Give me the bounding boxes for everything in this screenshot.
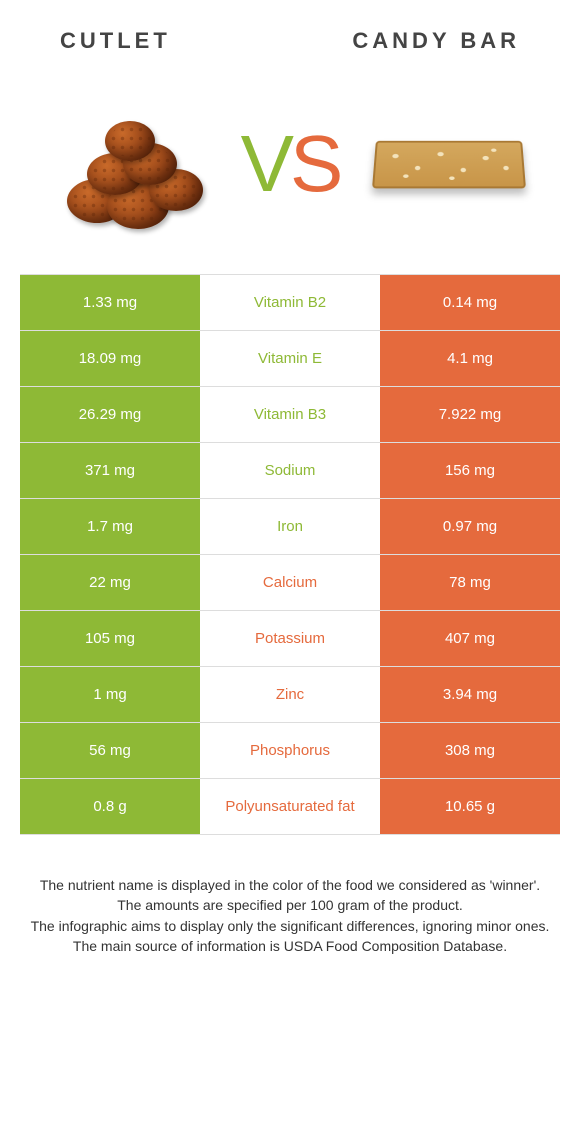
left-food-image <box>51 94 211 234</box>
left-value-cell: 105 mg <box>20 611 200 666</box>
candy-bar-icon <box>372 141 526 189</box>
left-value-cell: 26.29 mg <box>20 387 200 442</box>
cutlet-icon <box>61 99 201 229</box>
footer-line: The main source of information is USDA F… <box>30 936 550 956</box>
left-value-cell: 22 mg <box>20 555 200 610</box>
table-row: 1 mgZinc3.94 mg <box>20 667 560 723</box>
nutrient-label-cell: Iron <box>200 499 380 554</box>
footer-line: The nutrient name is displayed in the co… <box>30 875 550 895</box>
left-value-cell: 1 mg <box>20 667 200 722</box>
table-row: 371 mgSodium156 mg <box>20 443 560 499</box>
vs-row: VS <box>0 74 580 274</box>
footer-notes: The nutrient name is displayed in the co… <box>0 835 580 956</box>
table-row: 22 mgCalcium78 mg <box>20 555 560 611</box>
left-value-cell: 1.7 mg <box>20 499 200 554</box>
right-food-title: Candy bar <box>352 28 520 54</box>
nutrient-label-cell: Zinc <box>200 667 380 722</box>
vs-label: VS <box>241 118 340 210</box>
vs-v-letter: V <box>241 118 290 210</box>
left-value-cell: 18.09 mg <box>20 331 200 386</box>
right-value-cell: 4.1 mg <box>380 331 560 386</box>
table-row: 0.8 gPolyunsaturated fat10.65 g <box>20 779 560 835</box>
right-value-cell: 10.65 g <box>380 779 560 834</box>
comparison-table: 1.33 mgVitamin B20.14 mg18.09 mgVitamin … <box>20 274 560 835</box>
nutrient-label-cell: Phosphorus <box>200 723 380 778</box>
right-value-cell: 308 mg <box>380 723 560 778</box>
right-value-cell: 0.14 mg <box>380 275 560 330</box>
table-row: 56 mgPhosphorus308 mg <box>20 723 560 779</box>
nutrient-label-cell: Sodium <box>200 443 380 498</box>
right-value-cell: 407 mg <box>380 611 560 666</box>
table-row: 105 mgPotassium407 mg <box>20 611 560 667</box>
nutrient-label-cell: Vitamin B2 <box>200 275 380 330</box>
right-value-cell: 156 mg <box>380 443 560 498</box>
right-food-image <box>369 94 529 234</box>
footer-line: The infographic aims to display only the… <box>30 916 550 936</box>
right-value-cell: 3.94 mg <box>380 667 560 722</box>
header-row: Cutlet Candy bar <box>0 0 580 74</box>
left-value-cell: 1.33 mg <box>20 275 200 330</box>
table-row: 1.7 mgIron0.97 mg <box>20 499 560 555</box>
left-food-title: Cutlet <box>60 28 171 54</box>
left-value-cell: 0.8 g <box>20 779 200 834</box>
nutrient-label-cell: Vitamin B3 <box>200 387 380 442</box>
nutrient-label-cell: Vitamin E <box>200 331 380 386</box>
vs-s-letter: S <box>290 118 339 210</box>
left-value-cell: 371 mg <box>20 443 200 498</box>
footer-line: The amounts are specified per 100 gram o… <box>30 895 550 915</box>
table-row: 1.33 mgVitamin B20.14 mg <box>20 275 560 331</box>
table-row: 26.29 mgVitamin B37.922 mg <box>20 387 560 443</box>
table-row: 18.09 mgVitamin E4.1 mg <box>20 331 560 387</box>
right-value-cell: 78 mg <box>380 555 560 610</box>
nutrient-label-cell: Polyunsaturated fat <box>200 779 380 834</box>
right-value-cell: 7.922 mg <box>380 387 560 442</box>
right-value-cell: 0.97 mg <box>380 499 560 554</box>
left-value-cell: 56 mg <box>20 723 200 778</box>
nutrient-label-cell: Potassium <box>200 611 380 666</box>
nutrient-label-cell: Calcium <box>200 555 380 610</box>
